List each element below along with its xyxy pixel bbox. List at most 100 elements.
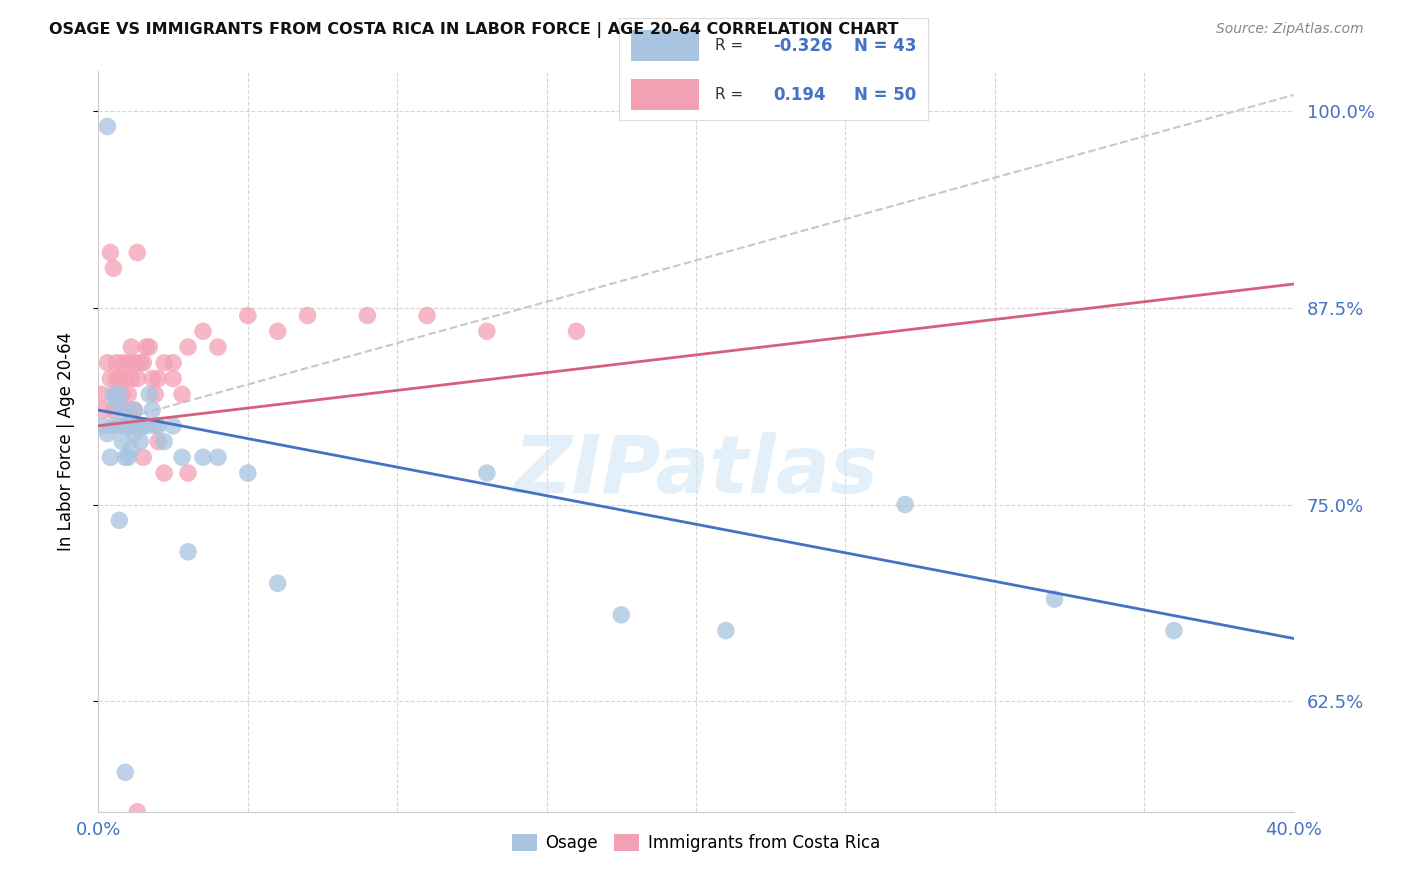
Point <box>105 387 128 401</box>
Point <box>297 309 319 323</box>
Point <box>162 371 184 385</box>
Point <box>98 450 122 465</box>
Point <box>1163 624 1185 638</box>
Point <box>90 418 112 433</box>
Point <box>127 371 149 385</box>
Point <box>111 403 134 417</box>
Point <box>141 371 163 385</box>
Point <box>129 356 152 370</box>
Text: OSAGE VS IMMIGRANTS FROM COSTA RICA IN LABOR FORCE | AGE 20-64 CORRELATION CHART: OSAGE VS IMMIGRANTS FROM COSTA RICA IN L… <box>49 22 898 38</box>
Point <box>127 245 149 260</box>
Point <box>138 340 160 354</box>
Point <box>114 450 136 465</box>
Point <box>98 245 122 260</box>
Point <box>108 387 131 401</box>
Point <box>172 387 194 401</box>
Point <box>96 120 118 134</box>
Point <box>475 324 498 338</box>
Point <box>416 309 439 323</box>
Point <box>124 403 146 417</box>
Point <box>124 356 146 370</box>
Point <box>141 403 163 417</box>
Text: -0.326: -0.326 <box>773 37 832 54</box>
Point <box>267 576 290 591</box>
Point <box>108 513 131 527</box>
Point <box>114 418 136 433</box>
Point <box>143 418 166 433</box>
Text: R =: R = <box>714 87 742 103</box>
Point <box>90 387 112 401</box>
Point <box>610 607 633 622</box>
Point <box>714 624 737 638</box>
Bar <box>631 79 699 110</box>
Text: N = 50: N = 50 <box>853 86 915 103</box>
Point <box>177 340 200 354</box>
Point <box>148 418 170 433</box>
Point <box>124 426 146 441</box>
Point <box>117 418 139 433</box>
Point <box>153 434 176 449</box>
Point <box>135 340 157 354</box>
Point <box>127 805 149 819</box>
Text: R =: R = <box>714 38 742 53</box>
Bar <box>631 30 699 61</box>
Point <box>236 309 259 323</box>
Point <box>103 261 125 276</box>
Point <box>143 387 166 401</box>
Point <box>153 356 176 370</box>
Point <box>153 466 176 480</box>
Point <box>124 403 146 417</box>
Text: 0.194: 0.194 <box>773 86 825 103</box>
Point <box>148 371 170 385</box>
Point <box>120 340 142 354</box>
Legend: Osage, Immigrants from Costa Rica: Osage, Immigrants from Costa Rica <box>505 828 887 859</box>
Point <box>120 442 142 457</box>
Point <box>162 418 184 433</box>
Point <box>191 450 214 465</box>
Point <box>114 765 136 780</box>
Text: ZIPatlas: ZIPatlas <box>513 432 879 510</box>
Text: N = 43: N = 43 <box>853 37 917 54</box>
Point <box>111 356 134 370</box>
Point <box>103 387 125 401</box>
Point <box>108 418 131 433</box>
Text: Source: ZipAtlas.com: Source: ZipAtlas.com <box>1216 22 1364 37</box>
Point <box>103 418 125 433</box>
Point <box>117 387 139 401</box>
Point <box>96 426 118 441</box>
Point <box>108 387 131 401</box>
Point <box>111 434 134 449</box>
Point <box>117 356 139 370</box>
Point <box>120 371 142 385</box>
Point <box>138 387 160 401</box>
Point <box>1043 592 1066 607</box>
Point <box>177 466 200 480</box>
Point <box>135 418 157 433</box>
Point <box>356 309 378 323</box>
Point <box>172 450 194 465</box>
Point <box>117 450 139 465</box>
Point <box>132 418 155 433</box>
Point <box>475 466 498 480</box>
Point <box>162 356 184 370</box>
Point <box>111 387 134 401</box>
Point <box>236 466 259 480</box>
Point <box>132 450 155 465</box>
Point <box>96 356 118 370</box>
Point <box>207 450 229 465</box>
Point <box>207 340 229 354</box>
Point <box>191 324 214 338</box>
Point <box>108 371 131 385</box>
Point <box>127 418 149 433</box>
Point <box>267 324 290 338</box>
Point <box>114 371 136 385</box>
Point <box>93 403 115 417</box>
Point <box>148 434 170 449</box>
Point <box>177 545 200 559</box>
Point <box>103 403 125 417</box>
Point <box>117 403 139 417</box>
Point <box>120 418 142 433</box>
Point <box>565 324 588 338</box>
Point <box>894 498 917 512</box>
Point <box>132 356 155 370</box>
